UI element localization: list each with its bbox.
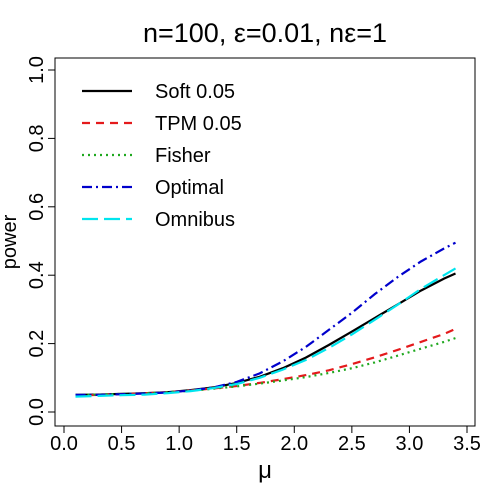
- legend-label: Fisher: [155, 145, 211, 167]
- legend-label: Optimal: [155, 177, 224, 199]
- x-tick-label: 1.0: [165, 433, 193, 455]
- x-tick-label: 1.5: [223, 433, 251, 455]
- axes-layer: 0.0 0.5 1.0 1.5 2.0 2.5 3.0 3.5 0.0 0.2 0.4 0.6 0.8 1…: [26, 56, 481, 455]
- series-line-tpm-0-05: [75, 327, 456, 397]
- x-tick-label: 0.5: [108, 433, 136, 455]
- y-tick-label: 0.6: [26, 193, 48, 221]
- y-axis-label: power: [0, 214, 21, 269]
- y-tick-label: 0.8: [26, 124, 48, 152]
- series-layer: [75, 241, 457, 398]
- x-axis-label: μ: [258, 457, 272, 484]
- legend-label: Omnibus: [155, 209, 235, 231]
- y-tick-label: 0.0: [26, 398, 48, 426]
- x-tick-label: 2.0: [280, 433, 308, 455]
- legend-label: TPM 0.05: [155, 113, 242, 135]
- y-tick-label: 1.0: [26, 56, 48, 84]
- legend: Soft 0.05 TPM 0.05 Fisher Optimal Omnibus: [82, 81, 242, 231]
- x-tick-label: 2.5: [338, 433, 366, 455]
- plot-frame: [54, 57, 476, 427]
- chart-title: n=100, ε=0.01, nε=1: [143, 18, 387, 48]
- x-tick-label: 0.0: [50, 433, 78, 455]
- x-tick-label: 3.5: [453, 433, 481, 455]
- series-line-optimal: [75, 241, 456, 396]
- legend-label: Soft 0.05: [155, 81, 235, 103]
- series-line-omnibus: [75, 267, 457, 398]
- y-tick-label: 0.2: [26, 330, 48, 358]
- y-tick-label: 0.4: [26, 261, 48, 289]
- x-tick-label: 3.0: [396, 433, 424, 455]
- series-line-fisher: [75, 337, 456, 396]
